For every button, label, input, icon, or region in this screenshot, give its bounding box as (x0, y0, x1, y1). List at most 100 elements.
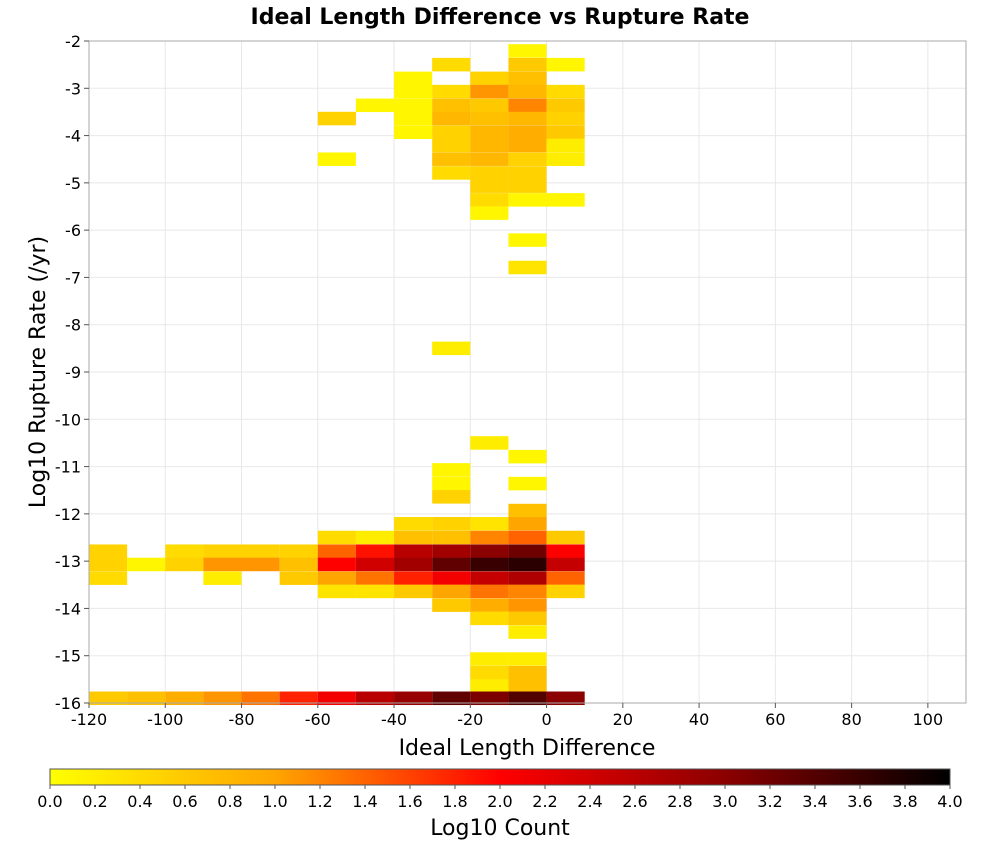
heatmap-cell (470, 179, 509, 193)
colorbar-tick-label: 3.2 (757, 792, 782, 811)
heatmap-cell (432, 57, 471, 72)
heatmap-cell (317, 557, 356, 572)
heatmap-cell (470, 138, 509, 153)
heatmap-cell (508, 544, 547, 558)
y-tick-label: -2 (65, 32, 81, 51)
colorbar-tick-label: 0.2 (82, 792, 107, 811)
x-tick-label: 100 (913, 710, 944, 729)
colorbar-label: Log10 Count (430, 816, 570, 841)
heatmap-cell (508, 571, 547, 585)
heatmap-cell (127, 557, 166, 572)
heatmap-cell (508, 665, 547, 680)
heatmap-cell (203, 691, 242, 706)
heatmap-cell (470, 193, 509, 207)
heatmap-cell (241, 544, 280, 558)
colorbar-tick-label: 2.6 (622, 792, 647, 811)
heatmap-cell (508, 625, 547, 639)
colorbar-tick-label: 1.6 (397, 792, 422, 811)
heatmap-cell (508, 517, 547, 531)
y-tick-label: -3 (65, 79, 81, 98)
heatmap-cell (546, 138, 585, 153)
heatmap-cell (317, 111, 356, 126)
heatmap-cell (508, 179, 547, 193)
x-tick-label: -60 (305, 710, 331, 729)
heatmap-cell (508, 125, 547, 140)
heatmap-cell (165, 691, 204, 706)
colorbar-tick-label: 3.4 (802, 792, 827, 811)
y-tick-label: -5 (65, 174, 81, 193)
heatmap-cell (546, 84, 585, 99)
heatmap-cell (508, 652, 547, 666)
heatmap-cell (394, 84, 433, 99)
heatmap-cell (470, 125, 509, 140)
y-tick-label: -12 (55, 505, 81, 524)
y-tick-label: -11 (55, 458, 81, 477)
heatmap-cell (432, 598, 471, 612)
y-tick-label: -10 (55, 410, 81, 429)
colorbar-tick-label: 3.6 (847, 792, 872, 811)
heatmap-cell (470, 665, 509, 680)
colorbar-tick-label: 1.2 (307, 792, 332, 811)
colorbar-ticks: 0.0 0.2 0.4 0.6 0.8 1.0 1.2 1.4 1.6 1.8 2.0 2.2 2.4 2… (37, 785, 963, 811)
heatmap-cell (432, 111, 471, 126)
colorbar-tick-label: 1.0 (262, 792, 287, 811)
colorbar-tick-label: 4.0 (937, 792, 962, 811)
y-tick-label: -13 (55, 552, 81, 571)
heatmap-cell (394, 125, 433, 140)
heatmap-cell (203, 557, 242, 572)
colorbar-tick-label: 0.4 (127, 792, 152, 811)
heatmap-cell (279, 691, 318, 706)
heatmap-cell (432, 571, 471, 585)
heatmap-cell (432, 152, 471, 166)
heatmap-cell (508, 193, 547, 207)
heatmap-cell (394, 111, 433, 126)
heatmap-cell (470, 679, 509, 693)
y-tick-label: -16 (55, 694, 81, 713)
heatmap-cell (317, 530, 356, 545)
heatmap-cell (508, 138, 547, 153)
heatmap-cell (508, 598, 547, 612)
heatmap-cell (470, 84, 509, 99)
heatmap-cell (546, 571, 585, 585)
heatmap-cell (470, 544, 509, 558)
heatmap-cell (394, 71, 433, 86)
y-tick-label: -15 (55, 647, 81, 666)
y-tick-label: -14 (55, 599, 81, 618)
heatmap-cell (394, 544, 433, 558)
heatmap-cell (508, 691, 547, 706)
heatmap-cell (203, 544, 242, 558)
heatmap-cell (546, 111, 585, 126)
x-tick-label: 0 (541, 710, 551, 729)
x-tick-label: -40 (381, 710, 407, 729)
heatmap-cell (470, 98, 509, 113)
colorbar-tick-label: 0.0 (37, 792, 62, 811)
y-tick-label: -8 (65, 316, 81, 335)
heatmap-cell (508, 98, 547, 113)
colorbar-tick-label: 2.4 (577, 792, 602, 811)
heatmap-cell (508, 503, 547, 518)
colorbar (49, 768, 951, 786)
heatmap-cell (508, 449, 547, 464)
heatmap-cell (317, 544, 356, 558)
heatmap-cell (470, 71, 509, 86)
colorbar-tick-label: 1.8 (442, 792, 467, 811)
colorbar-tick-label: 2.2 (532, 792, 557, 811)
heatmap-cell (470, 691, 509, 706)
x-axis-ticks: -120 -100 -80 -60 -40 -20 0 20 40 60 80 100 (71, 703, 943, 729)
heatmap-cell (394, 98, 433, 113)
heatmap-cell (432, 463, 471, 477)
y-tick-label: -6 (65, 221, 81, 240)
heatmap-cell (279, 544, 318, 558)
heatmap-cell (355, 691, 395, 706)
heatmap-cell (355, 557, 395, 572)
heatmap-cell (355, 571, 395, 585)
heatmap-cell (546, 193, 585, 207)
heatmap-cell (470, 652, 509, 666)
colorbar-tick-label: 1.4 (352, 792, 377, 811)
heatmap-cell (508, 476, 547, 491)
y-tick-label: -9 (65, 363, 81, 382)
heatmap-cell (317, 584, 356, 599)
heatmap-cell (432, 476, 471, 491)
heatmap-cell (355, 530, 395, 545)
heatmap-cell (508, 260, 547, 275)
